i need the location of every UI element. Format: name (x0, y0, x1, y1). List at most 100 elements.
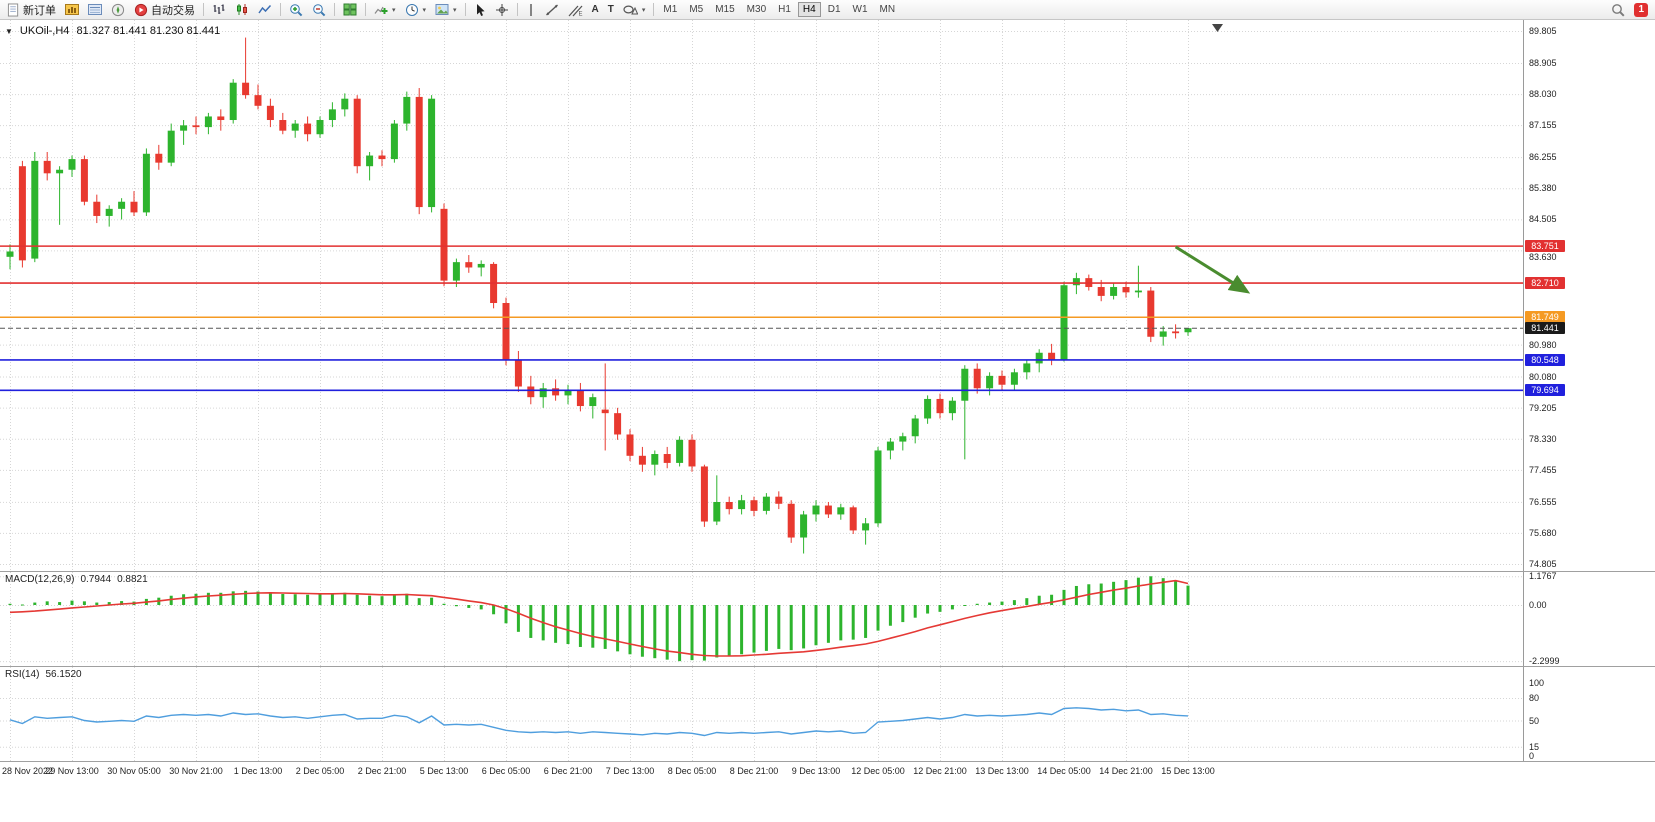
symbol-dropdown-icon[interactable]: ▼ (5, 26, 13, 36)
macd-histogram-bar (182, 594, 186, 605)
data-window-button[interactable] (84, 1, 106, 18)
candle-body (700, 466, 708, 522)
dropdown-caret-icon: ▾ (641, 6, 646, 14)
chart-shift-marker[interactable] (1212, 24, 1223, 32)
macd-histogram-bar (318, 594, 322, 605)
candle-body (118, 201, 126, 209)
macd-panel[interactable]: 1.1767 0.00 -2.2999 MACD(12,26,9) 0.7944 0… (0, 571, 1655, 666)
price-axis[interactable]: 89.805 88.905 88.030 87.155 86.255 85.380 84.5… (1523, 20, 1655, 571)
timeframe-M5[interactable]: M5 (684, 2, 708, 17)
toolbar: 新订单 自动交易 (0, 0, 1655, 20)
candle-body (614, 413, 622, 435)
navigator-icon (111, 3, 125, 16)
zoom-out-button[interactable] (308, 1, 330, 18)
navigator-button[interactable] (107, 1, 129, 18)
crosshair-button[interactable] (491, 1, 513, 18)
zoom-in-button[interactable] (285, 1, 307, 18)
macd-histogram-bar (839, 605, 843, 641)
price-axis-label: 79.205 (1529, 402, 1557, 413)
candle-body (1184, 328, 1192, 333)
candle-body (824, 505, 832, 515)
candle-body (899, 436, 907, 442)
timeframe-D1[interactable]: D1 (823, 2, 846, 17)
bar-chart-button[interactable] (208, 1, 230, 18)
rsi-axis-label: 50 (1529, 715, 1540, 726)
trendline-button[interactable] (541, 1, 563, 18)
candle-body (576, 390, 584, 407)
tile-windows-button[interactable] (339, 1, 361, 18)
label-tool-button[interactable]: T (604, 1, 618, 18)
price-badge-79.694: 79.694 (1525, 384, 1565, 397)
rsi-axis[interactable]: 100 80 50 15 0 (1523, 667, 1655, 761)
price-chart-panel[interactable]: 89.805 88.905 88.030 87.155 86.255 85.380 84.5… (0, 20, 1655, 571)
vertical-line-button[interactable] (522, 1, 540, 18)
equidistant-channel-button[interactable]: E (564, 1, 587, 18)
candlestick-chart-icon (237, 4, 247, 15)
price-badge-80.548: 80.548 (1525, 353, 1565, 366)
price-axis-label: 85.380 (1529, 183, 1557, 194)
macd-histogram-bar (1012, 600, 1016, 605)
candle-body (428, 98, 436, 208)
macd-value: 0.7944 (80, 574, 112, 585)
candle-body (465, 262, 473, 268)
candle-body (514, 359, 522, 387)
notifications-badge[interactable]: 1 (1634, 2, 1648, 17)
search-button[interactable] (1607, 1, 1629, 18)
macd-axis-label: 0.00 (1529, 600, 1547, 610)
text-tool-button[interactable]: A (588, 1, 603, 18)
price-chart-canvas[interactable] (0, 20, 1523, 571)
time-axis-label: 5 Dec 13:00 (419, 766, 469, 776)
market-watch-button[interactable] (61, 1, 83, 18)
rsi-canvas[interactable] (0, 667, 1523, 761)
time-axis[interactable]: 28 Nov 2022 29 Nov 13:00 30 Nov 05:00 30 No… (0, 761, 1655, 779)
chart-window: 89.805 88.905 88.030 87.155 86.255 85.380 84.5… (0, 20, 1655, 822)
line-chart-button[interactable] (254, 1, 276, 18)
macd-histogram-bar (268, 592, 272, 605)
candlestick-chart-button[interactable] (231, 1, 253, 18)
time-axis-label: 9 Dec 13:00 (791, 766, 841, 776)
indicators-button[interactable]: ▾ (370, 1, 400, 18)
shapes-button[interactable]: ▾ (619, 1, 650, 18)
candle-body (452, 262, 460, 281)
timeframe-H4[interactable]: H4 (797, 2, 821, 17)
algo-trading-button[interactable]: 自动交易 (130, 1, 199, 18)
macd-axis-label: -2.2999 (1529, 656, 1560, 666)
candle-body (192, 125, 200, 128)
cursor-icon (476, 3, 485, 16)
rsi-panel[interactable]: 100 80 50 15 0 RSI(14) 56.1520 (0, 666, 1655, 761)
candle-body (18, 166, 26, 261)
new-order-button[interactable]: 新订单 (3, 1, 60, 18)
candle-body (291, 123, 299, 131)
candle-body (601, 409, 609, 414)
timeframe-M30[interactable]: M30 (742, 2, 771, 17)
templates-button[interactable]: ▾ (431, 1, 461, 18)
algo-trading-icon (134, 3, 148, 16)
equidistant-channel-icon: E (568, 5, 582, 17)
rsi-value: 56.1520 (45, 669, 82, 680)
timeframe-H1[interactable]: H1 (773, 2, 796, 17)
timeframe-W1[interactable]: W1 (848, 2, 873, 17)
timeframe-MN[interactable]: MN (875, 2, 901, 17)
macd-axis[interactable]: 1.1767 0.00 -2.2999 (1523, 572, 1655, 666)
time-axis-label: 7 Dec 13:00 (605, 766, 655, 776)
candle-body (924, 398, 932, 419)
candle-body (279, 120, 287, 131)
timeframe-M1[interactable]: M1 (658, 2, 682, 17)
candle-body (353, 98, 361, 167)
trend-arrow-annotation[interactable] (1174, 245, 1251, 294)
macd-histogram-bar (206, 592, 210, 605)
price-badge-82.710: 82.710 (1525, 277, 1565, 290)
candle-body (1010, 372, 1018, 385)
macd-histogram-bar (1112, 581, 1116, 605)
macd-canvas[interactable] (0, 572, 1523, 666)
candle-body (1097, 287, 1105, 296)
candle-body (961, 368, 969, 401)
timeframe-M15[interactable]: M15 (710, 2, 739, 17)
macd-histogram-bar (616, 605, 620, 652)
cursor-button[interactable] (470, 1, 490, 18)
periods-button[interactable]: ▾ (401, 1, 431, 18)
candle-body (775, 496, 783, 504)
candle-body (862, 523, 870, 531)
macd-histogram-bar (454, 605, 458, 607)
candle-body (1172, 331, 1180, 334)
